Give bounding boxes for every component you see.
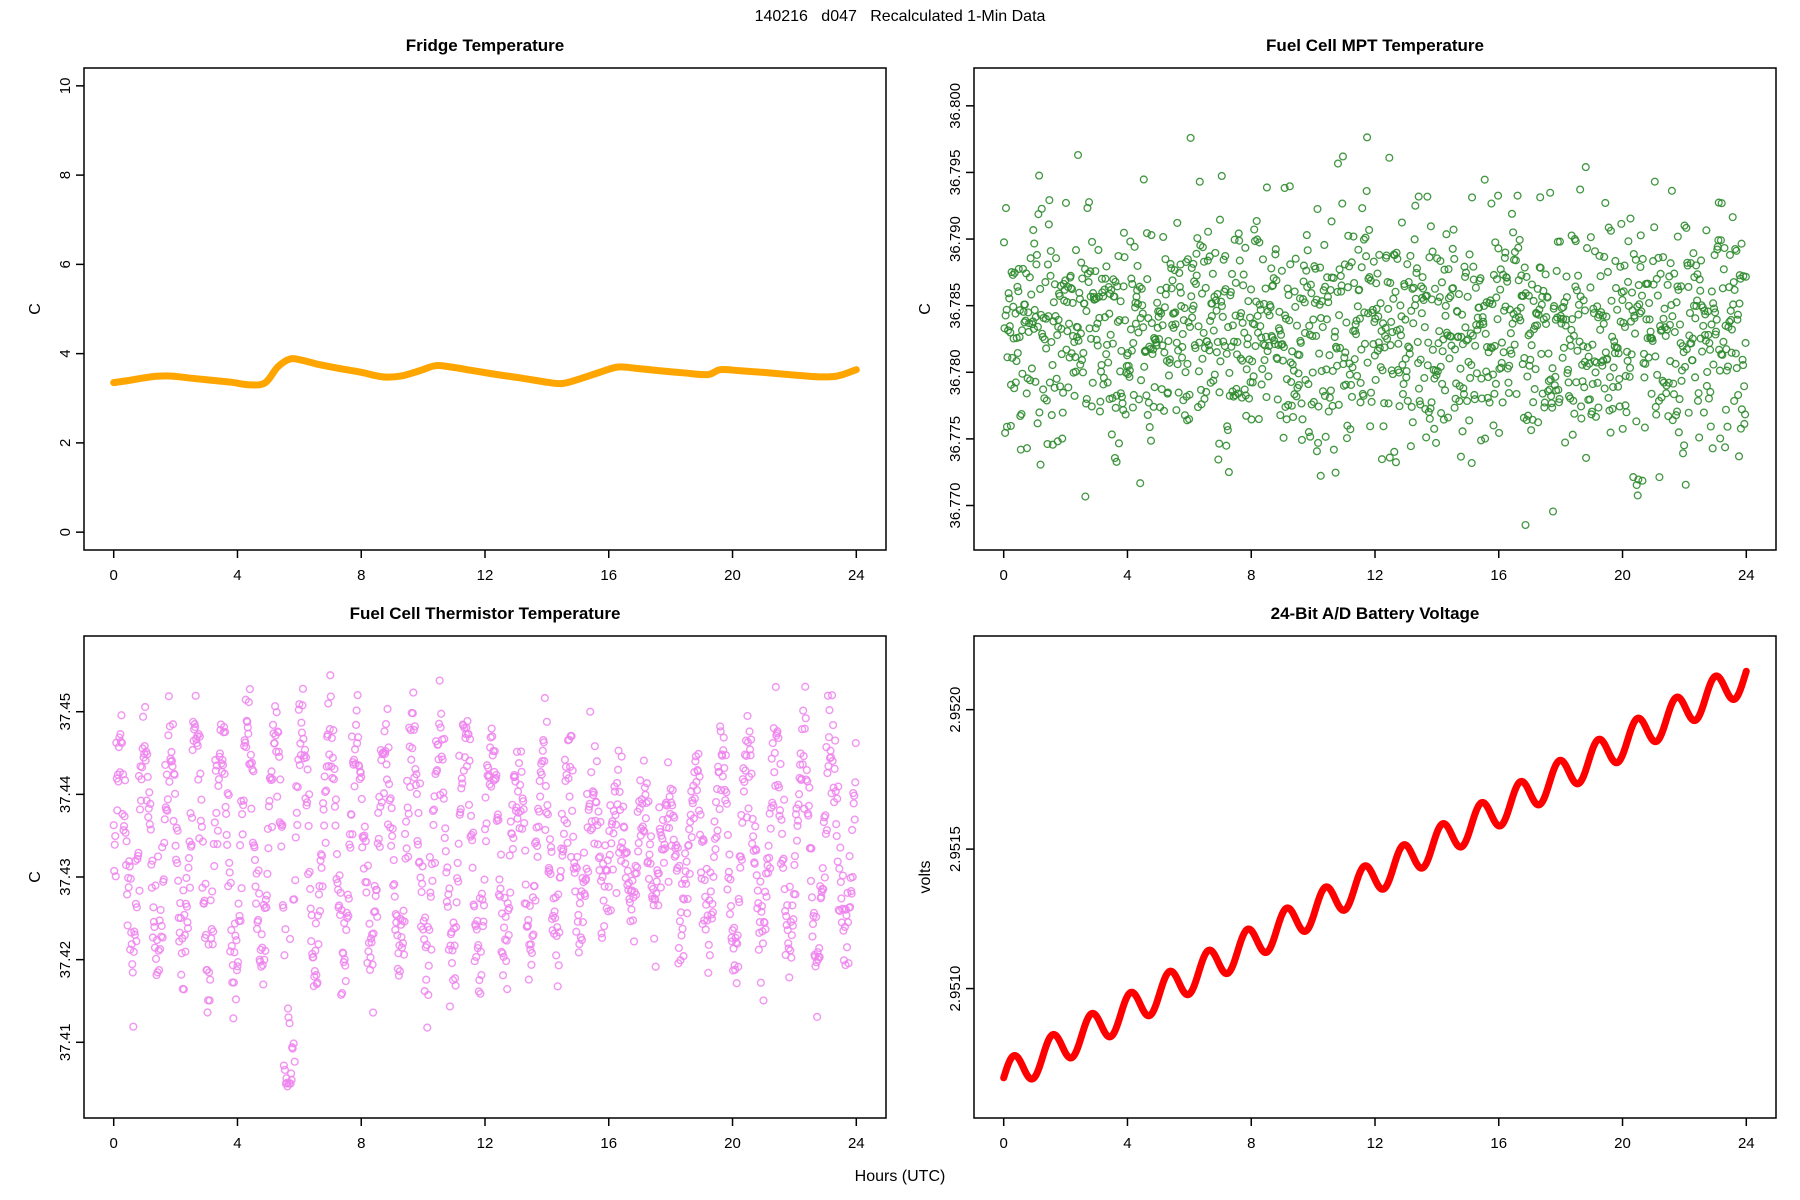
mpt-y-axis-label: C — [917, 303, 934, 315]
battery-y-axis-label: volts — [917, 860, 934, 894]
svg-text:4: 4 — [57, 349, 74, 357]
svg-text:24: 24 — [848, 567, 865, 584]
svg-text:20: 20 — [724, 1135, 741, 1152]
svg-text:36.770: 36.770 — [947, 483, 964, 529]
svg-text:10: 10 — [57, 78, 74, 95]
svg-text:20: 20 — [724, 567, 741, 584]
fridge-chart-title: Fridge Temperature — [405, 36, 565, 55]
panel-fridge-temperature: Fridge Temperature C 0 4 8 12 16 20 24 0 2 4 6 8 10 — [20, 34, 900, 600]
svg-text:24: 24 — [1738, 1135, 1755, 1152]
svg-text:37.42: 37.42 — [57, 941, 74, 979]
svg-text:8: 8 — [57, 171, 74, 179]
svg-text:8: 8 — [357, 1135, 365, 1152]
thermistor-chart-title: Fuel Cell Thermistor Temperature — [349, 604, 621, 623]
svg-text:16: 16 — [1490, 1135, 1507, 1152]
svg-text:0: 0 — [1000, 567, 1008, 584]
thermistor-chart-canvas: 0 4 8 12 16 20 24 37.41 37.42 37.43 37.44 37.45 — [57, 635, 887, 1152]
svg-text:2: 2 — [57, 439, 74, 447]
svg-text:2.9515: 2.9515 — [947, 826, 964, 872]
svg-text:12: 12 — [477, 567, 494, 584]
svg-text:16: 16 — [600, 567, 617, 584]
svg-text:0: 0 — [110, 567, 118, 584]
thermistor-y-axis-label: C — [27, 871, 44, 883]
svg-text:37.45: 37.45 — [57, 693, 74, 731]
panel-fuel-cell-mpt-temperature: Fuel Cell MPT Temperature C 0 4 8 12 16 20 24 3… — [910, 34, 1790, 600]
mpt-chart-canvas: 0 4 8 12 16 20 24 36.770 36.775 36.780 36.785 36.79… — [947, 67, 1777, 584]
svg-text:37.41: 37.41 — [57, 1024, 74, 1062]
figure-title: 140216 d047 Recalculated 1-Min Data — [754, 8, 1046, 25]
svg-text:8: 8 — [1247, 567, 1255, 584]
svg-text:0: 0 — [110, 1135, 118, 1152]
svg-text:24: 24 — [1738, 567, 1755, 584]
svg-text:36.790: 36.790 — [947, 216, 964, 262]
svg-text:36.795: 36.795 — [947, 150, 964, 196]
svg-text:8: 8 — [357, 567, 365, 584]
svg-text:16: 16 — [600, 1135, 617, 1152]
svg-text:20: 20 — [1614, 1135, 1631, 1152]
svg-text:20: 20 — [1614, 567, 1631, 584]
svg-text:36.800: 36.800 — [947, 83, 964, 129]
svg-text:4: 4 — [233, 1135, 241, 1152]
svg-text:0: 0 — [57, 528, 74, 536]
svg-text:12: 12 — [1367, 567, 1384, 584]
svg-text:36.775: 36.775 — [947, 416, 964, 462]
svg-text:12: 12 — [1367, 1135, 1384, 1152]
svg-text:2.9520: 2.9520 — [947, 687, 964, 733]
panel-fuel-cell-thermistor-temperature: Fuel Cell Thermistor Temperature C 0 4 8 12… — [20, 602, 900, 1168]
svg-text:4: 4 — [1123, 1135, 1131, 1152]
fridge-y-axis-label: C — [27, 303, 44, 315]
svg-text:36.785: 36.785 — [947, 283, 964, 329]
panel-battery-voltage: 24-Bit A/D Battery Voltage volts 0 4 8 12 16… — [910, 602, 1790, 1168]
svg-text:36.780: 36.780 — [947, 349, 964, 395]
svg-text:24: 24 — [848, 1135, 865, 1152]
svg-text:37.43: 37.43 — [57, 858, 74, 896]
battery-chart-title: 24-Bit A/D Battery Voltage — [1270, 604, 1480, 623]
svg-text:2.9510: 2.9510 — [947, 966, 964, 1012]
svg-text:6: 6 — [57, 260, 74, 268]
svg-text:16: 16 — [1490, 567, 1507, 584]
svg-text:4: 4 — [1123, 567, 1131, 584]
battery-chart-canvas: 0 4 8 12 16 20 24 2.9510 2.9515 2.9520 — [947, 635, 1777, 1152]
svg-text:12: 12 — [477, 1135, 494, 1152]
svg-text:37.44: 37.44 — [57, 776, 74, 814]
svg-text:8: 8 — [1247, 1135, 1255, 1152]
svg-text:0: 0 — [1000, 1135, 1008, 1152]
x-axis-label: Hours (UTC) — [854, 1168, 946, 1185]
svg-text:4: 4 — [233, 567, 241, 584]
mpt-chart-title: Fuel Cell MPT Temperature — [1266, 36, 1484, 55]
